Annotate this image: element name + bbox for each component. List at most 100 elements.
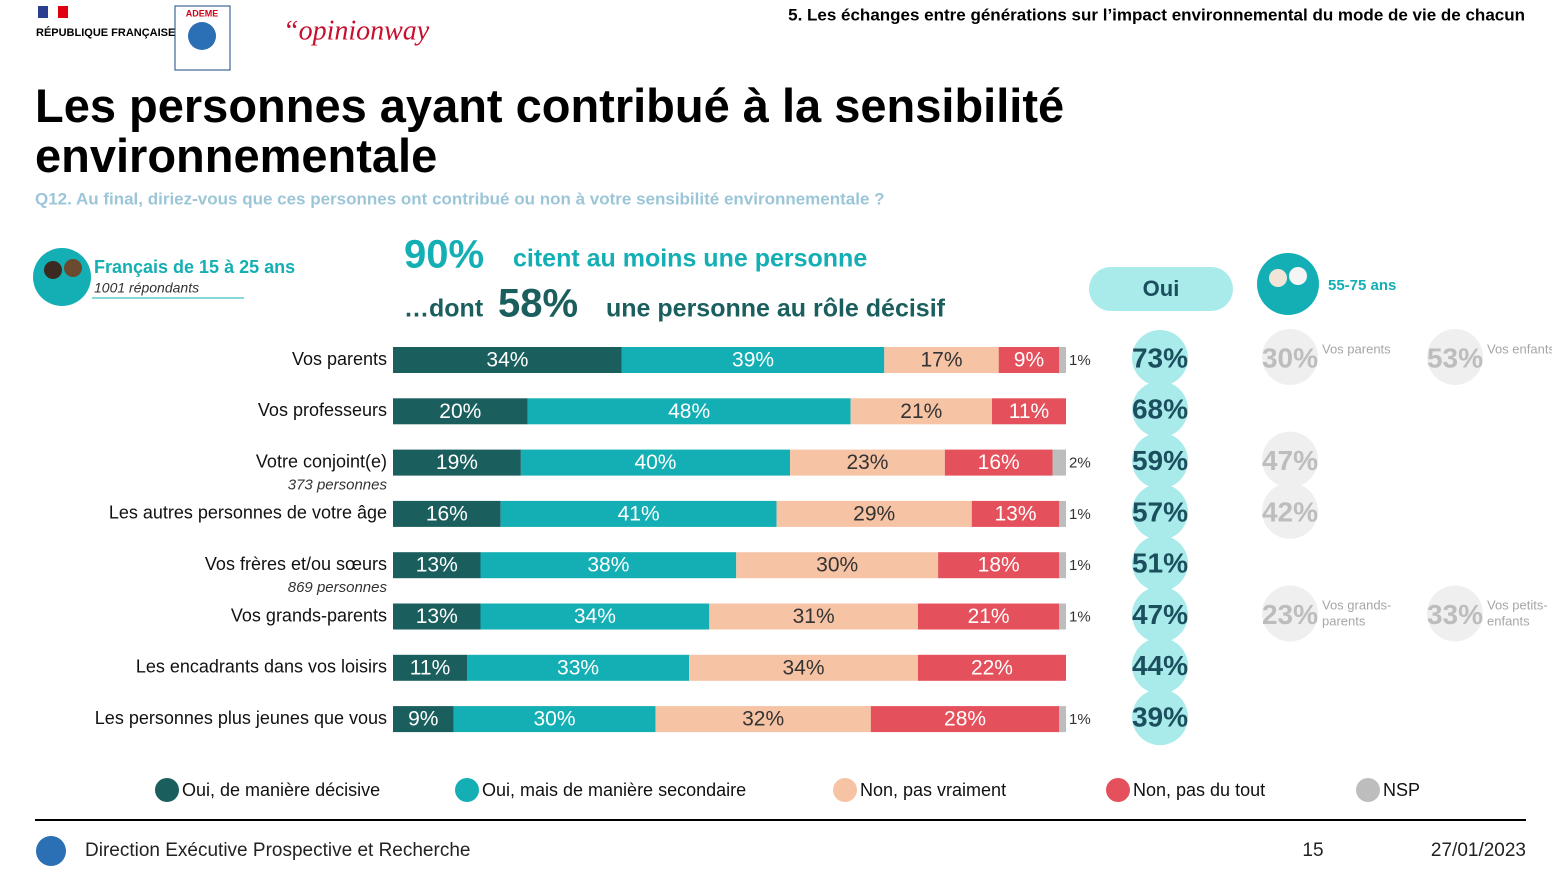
slide-title: Les personnes ayant contribué à la sensi… — [35, 79, 1064, 182]
youth-icon — [33, 248, 91, 306]
value-label: 13% — [416, 605, 458, 628]
total-value: 73% — [1132, 342, 1188, 373]
value-label: 33% — [557, 656, 599, 679]
total-value: 57% — [1132, 496, 1188, 527]
bar-segment — [917, 603, 1060, 630]
legend-swatch — [455, 778, 479, 802]
category-label: Vos grands-parents — [231, 605, 387, 625]
category-note: 869 personnes — [288, 579, 388, 596]
value-label: 32% — [742, 708, 784, 731]
comparison-value: 47% — [1262, 445, 1318, 476]
callout-text: une personne au rôle décisif — [606, 295, 946, 323]
comparison-bubble — [1427, 585, 1483, 642]
bar-segment — [689, 654, 918, 681]
bar-segment — [1052, 449, 1066, 476]
bar-segment — [467, 654, 690, 681]
value-label: 39% — [732, 349, 774, 372]
comparison-bubble — [1262, 329, 1318, 385]
category-label: Votre conjoint(e) — [256, 451, 387, 471]
total-bubble — [1132, 637, 1188, 694]
category-label: Les personnes plus jeunes que vous — [95, 708, 387, 728]
value-label: 2% — [1069, 455, 1091, 472]
value-label: 1% — [1069, 506, 1091, 523]
youth-icon — [64, 259, 82, 277]
bar-segment — [393, 552, 481, 579]
value-label: 30% — [816, 554, 858, 577]
senior-icon — [1289, 267, 1307, 285]
legend-swatch — [1106, 778, 1130, 802]
value-label: 1% — [1069, 352, 1091, 369]
bar-segment — [884, 347, 999, 373]
comparison-value: 23% — [1262, 599, 1318, 630]
comparison-note: Vos petits-enfants — [1487, 598, 1548, 629]
total-value: 59% — [1132, 445, 1188, 476]
bar-segment — [480, 552, 737, 579]
total-header: Oui — [1143, 276, 1180, 301]
category-label: Vos parents — [292, 349, 387, 369]
value-label: 21% — [968, 605, 1010, 628]
bar-segment — [870, 706, 1060, 733]
legend-label: Non, pas du tout — [1133, 780, 1265, 800]
bar-segment — [453, 706, 656, 733]
bar-segment — [776, 500, 972, 527]
youth-icon — [44, 261, 62, 279]
bar-segment — [736, 552, 939, 579]
value-label: 17% — [920, 349, 962, 372]
value-label: 30% — [534, 708, 576, 731]
total-bubble — [1132, 535, 1188, 592]
value-label: 28% — [944, 708, 986, 731]
total-value: 47% — [1132, 599, 1188, 630]
value-label: 13% — [416, 554, 458, 577]
bar-segment — [971, 500, 1060, 527]
total-value: 39% — [1132, 701, 1188, 732]
legend-label: NSP — [1383, 780, 1420, 800]
total-value: 44% — [1132, 650, 1188, 681]
comparison-value: 53% — [1427, 342, 1483, 373]
total-value: 51% — [1132, 548, 1188, 579]
value-label: 41% — [618, 502, 660, 525]
bar-segment — [1059, 603, 1066, 630]
value-label: 18% — [978, 554, 1020, 577]
value-label: 31% — [793, 605, 835, 628]
value-label: 21% — [900, 400, 942, 423]
bar-segment — [1059, 500, 1066, 527]
bar-segment — [998, 347, 1060, 373]
legend-swatch — [833, 778, 857, 802]
bar-segment — [393, 603, 481, 630]
page-number: 15 — [1302, 840, 1323, 861]
bar-segment — [621, 347, 885, 373]
category-label: Vos professeurs — [258, 400, 387, 420]
bar-segment — [393, 706, 454, 733]
bar-segment — [393, 654, 468, 681]
comparison-value: 42% — [1262, 496, 1318, 527]
comparison-bubble — [1262, 482, 1318, 539]
bar-segment — [393, 347, 622, 373]
legend-swatch — [155, 778, 179, 802]
bar-segment — [917, 654, 1066, 681]
value-label: 16% — [978, 451, 1020, 474]
section-title: 5. Les échanges entre générations sur l’… — [788, 5, 1525, 24]
total-value: 68% — [1132, 394, 1188, 425]
category-label: Vos frères et/ou sœurs — [205, 554, 387, 574]
comparison-note: Vos grands-parents — [1322, 598, 1391, 629]
bar-segment — [480, 603, 710, 630]
legend-swatch — [1356, 778, 1380, 802]
callout-value: 58% — [498, 282, 578, 326]
bar-segment — [1059, 347, 1066, 373]
category-note: 373 personnes — [288, 477, 388, 494]
bar-segment — [520, 449, 791, 476]
category-label: Les autres personnes de votre âge — [109, 503, 387, 523]
bar-segment — [393, 449, 521, 476]
value-label: 23% — [846, 451, 888, 474]
ademe-globe — [188, 22, 216, 50]
legend-label: Oui, mais de manière secondaire — [482, 780, 746, 800]
legend-label: Non, pas vraiment — [860, 780, 1006, 800]
comparison-bubble — [1427, 329, 1483, 385]
total-bubble — [1132, 330, 1188, 386]
value-label: 34% — [574, 605, 616, 628]
bar-segment — [850, 398, 992, 425]
comparison-value: 33% — [1427, 599, 1483, 630]
legend-label: Oui, de manière décisive — [182, 780, 380, 800]
value-label: 29% — [853, 502, 895, 525]
senior-icon — [1257, 253, 1319, 315]
